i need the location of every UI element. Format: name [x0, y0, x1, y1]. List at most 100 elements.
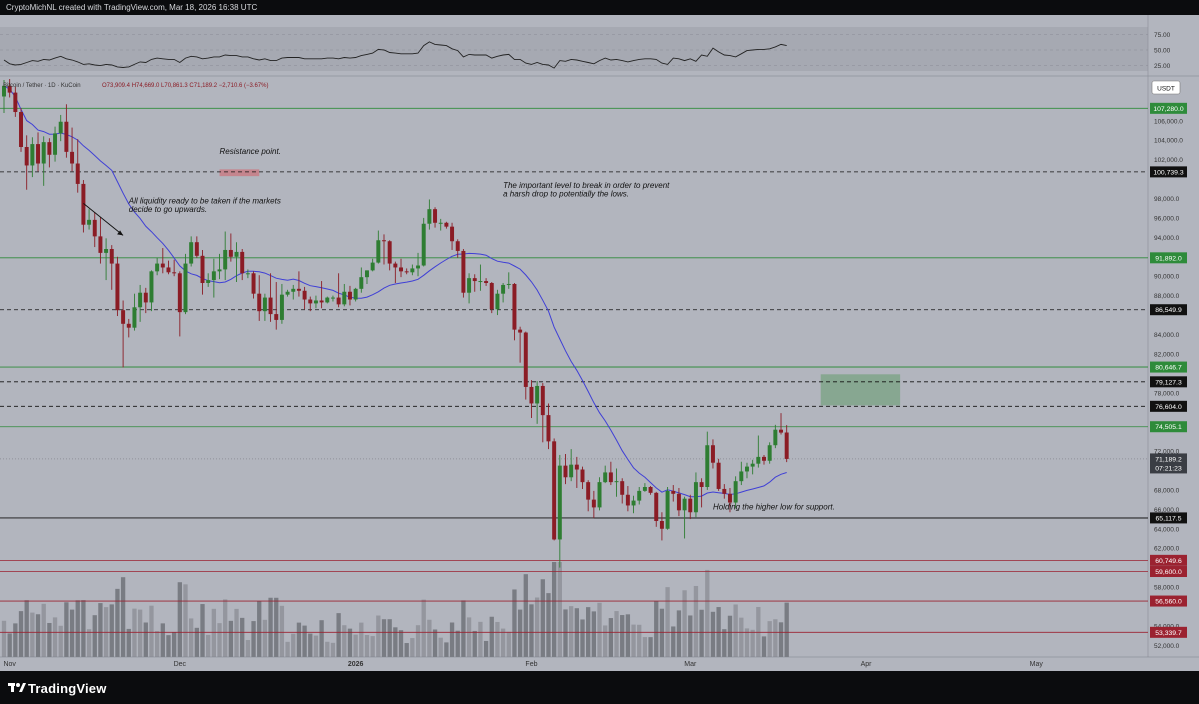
candle-body [421, 223, 426, 266]
volume-bar [274, 597, 279, 657]
candle [47, 138, 52, 168]
candle [138, 284, 143, 322]
price-tick-label: 96,000.0 [1154, 215, 1180, 222]
volume-bar [733, 604, 738, 657]
volume-bar [364, 634, 370, 657]
candle [756, 435, 761, 468]
candle-body [268, 297, 273, 315]
candle [376, 230, 381, 264]
volume-bar [671, 626, 676, 657]
currency-button[interactable]: USDT [1151, 80, 1181, 95]
candle-body [274, 314, 279, 320]
time-axis[interactable]: Nov Dec 2026 Feb Mar Apr May [0, 656, 1199, 668]
rsi-tick-label: 75.00 [1154, 32, 1171, 39]
candle-body [506, 283, 511, 285]
candle-body [767, 445, 772, 461]
rsi-band [0, 27, 1148, 71]
candle [200, 249, 205, 295]
time-axis-label: Feb [525, 661, 537, 668]
candle [274, 282, 279, 330]
candle [642, 483, 647, 492]
candle [501, 283, 506, 303]
trend-arrow-head-icon [117, 230, 124, 236]
candle [245, 269, 250, 279]
volume-bar [52, 617, 58, 657]
volume-bar [699, 609, 704, 657]
candle [149, 270, 154, 312]
price-tick-label: 106,000.0 [1154, 118, 1183, 125]
ohlc-line: O73,909.4 H74,669.0 L70,861.3 C71,189.2 … [102, 83, 268, 89]
volume-bar [41, 603, 46, 657]
volume-bar [30, 612, 35, 657]
level-price-tag [1150, 512, 1187, 524]
volume-bar [415, 625, 421, 657]
volume-bar [234, 608, 239, 657]
rsi-line [3, 41, 787, 69]
volume-bar [597, 602, 602, 657]
candle [64, 104, 69, 158]
candle [745, 462, 749, 479]
volume-bar [342, 625, 347, 657]
tradingview-brand: TradingView [28, 681, 107, 696]
candle [461, 249, 466, 298]
candle [262, 293, 267, 321]
candle-body [608, 472, 613, 483]
candle [70, 127, 75, 172]
candle [36, 132, 41, 172]
volume-bar [302, 625, 307, 657]
candle-body [444, 222, 449, 227]
candle [251, 271, 256, 299]
candle [132, 293, 137, 331]
candle-body [126, 323, 131, 328]
candle [597, 477, 602, 511]
volume-bar [529, 604, 534, 657]
candle-body [512, 283, 517, 330]
candle-body [58, 121, 63, 134]
zones [219, 169, 901, 406]
candle [574, 456, 579, 488]
level-price-tag [1150, 554, 1187, 566]
candle [87, 209, 92, 230]
annotation-text: decide to go upwards. [129, 205, 207, 214]
volume-bar [778, 622, 784, 657]
volume-bar [637, 624, 642, 657]
volume-bar [115, 588, 120, 657]
price-axis[interactable]: 106,000.0 104,000.0 102,000.0 98,000.0 96,00… [1150, 102, 1187, 650]
rsi-tick-label: 25.00 [1154, 63, 1171, 70]
volume-bar [347, 628, 353, 657]
candle-body [64, 121, 69, 152]
candle [325, 296, 330, 304]
candle-body [642, 487, 647, 491]
symbol-legend: Bitcoin / Tether · 1D · KuCoin O73,909.4… [3, 83, 268, 89]
candle-body [682, 498, 687, 511]
volume-bar [603, 625, 608, 657]
volume-bar [563, 609, 568, 657]
volume-bar [353, 634, 358, 657]
candle-body [234, 251, 239, 257]
volume-bar [557, 562, 562, 657]
candle [608, 461, 613, 486]
price-tick-label: 102,000.0 [1154, 157, 1183, 164]
trend-arrow-line [83, 202, 124, 236]
volume-bar [211, 608, 217, 657]
candle-body [467, 278, 472, 293]
candle [330, 295, 335, 302]
candle-body [540, 385, 545, 416]
candle-body [393, 263, 398, 268]
candle [53, 126, 58, 162]
volume-bar [69, 609, 75, 657]
attribution-text: CryptoMichNL created with TradingView.co… [6, 3, 258, 12]
candle [399, 258, 403, 278]
candle [234, 242, 239, 283]
time-axis-label: May [1030, 661, 1044, 668]
candle-body [30, 144, 35, 166]
candle [313, 295, 318, 309]
level-lines [0, 107, 1148, 633]
candle [75, 139, 80, 193]
volume-bar [47, 622, 52, 657]
level-price-label: 86,549.9 [1155, 307, 1182, 314]
tradingview-logo-icon [8, 683, 26, 692]
volume-bar [625, 614, 631, 657]
price-chart[interactable]: 75.00 50.00 25.00 Resistance point. All liq… [0, 15, 1199, 671]
level-price-tag [1150, 361, 1187, 373]
